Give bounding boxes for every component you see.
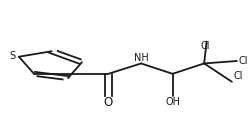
Text: Cl: Cl: [201, 41, 210, 51]
Text: OH: OH: [165, 97, 180, 107]
Text: NH: NH: [134, 53, 148, 63]
Text: Cl: Cl: [238, 56, 248, 66]
Text: Cl: Cl: [233, 71, 243, 81]
Text: O: O: [104, 96, 113, 109]
Text: S: S: [10, 51, 16, 61]
